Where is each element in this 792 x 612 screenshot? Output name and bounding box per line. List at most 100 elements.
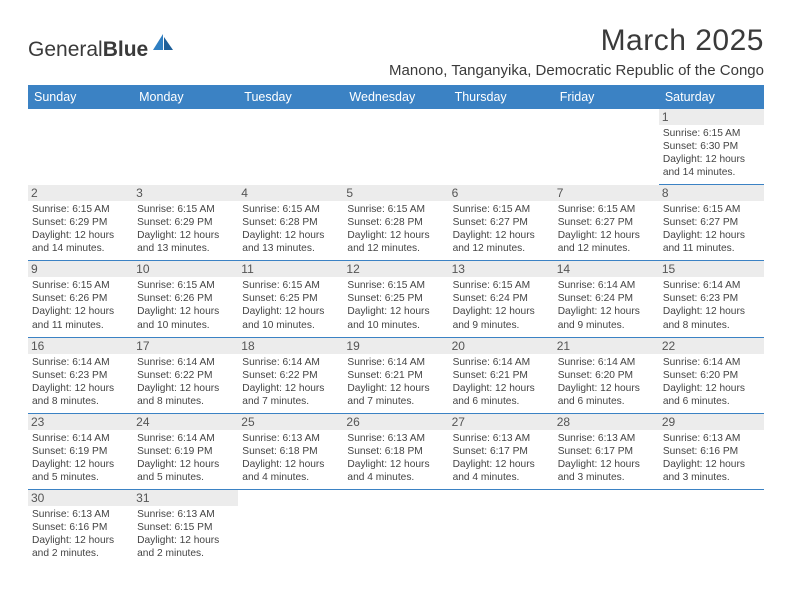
day-number: 8 <box>659 185 764 201</box>
calendar-day-cell: 22 Sunrise: 6:14 AMSunset: 6:20 PMDayligh… <box>659 337 764 413</box>
day-number: 22 <box>659 338 764 354</box>
sunrise-text: Sunrise: 6:15 AM <box>453 203 550 216</box>
daylight-text: Daylight: 12 hours and 8 minutes. <box>663 305 760 331</box>
calendar-day-cell: 3Sunrise: 6:15 AMSunset: 6:29 PMDaylight… <box>133 185 238 261</box>
calendar-day-cell: 8 Sunrise: 6:15 AMSunset: 6:27 PMDaylight… <box>659 185 764 261</box>
sunset-text: Sunset: 6:21 PM <box>347 369 444 382</box>
sunset-text: Sunset: 6:24 PM <box>453 292 550 305</box>
sunset-text: Sunset: 6:17 PM <box>558 445 655 458</box>
sunset-text: Sunset: 6:29 PM <box>137 216 234 229</box>
sail-icon <box>151 32 175 57</box>
day-header-row: SundayMondayTuesdayWednesdayThursdayFrid… <box>28 85 764 109</box>
sunrise-text: Sunrise: 6:14 AM <box>663 279 760 292</box>
calendar-week-row: 9Sunrise: 6:15 AMSunset: 6:26 PMDaylight… <box>28 261 764 337</box>
day-info: Sunrise: 6:14 AMSunset: 6:24 PMDaylight:… <box>558 279 655 331</box>
day-number: 26 <box>343 414 448 430</box>
sunset-text: Sunset: 6:17 PM <box>453 445 550 458</box>
day-info: Sunrise: 6:14 AMSunset: 6:23 PMDaylight:… <box>663 279 760 331</box>
day-number: 29 <box>659 414 764 430</box>
calendar-day-cell: 14Sunrise: 6:14 AMSunset: 6:24 PMDayligh… <box>554 261 659 337</box>
sunset-text: Sunset: 6:15 PM <box>137 521 234 534</box>
sunrise-text: Sunrise: 6:15 AM <box>558 203 655 216</box>
calendar-day-cell: 27Sunrise: 6:13 AMSunset: 6:17 PMDayligh… <box>449 413 554 489</box>
day-info: Sunrise: 6:13 AMSunset: 6:17 PMDaylight:… <box>453 432 550 484</box>
daylight-text: Daylight: 12 hours and 8 minutes. <box>137 382 234 408</box>
sunrise-text: Sunrise: 6:14 AM <box>347 356 444 369</box>
sunset-text: Sunset: 6:28 PM <box>242 216 339 229</box>
day-info: Sunrise: 6:15 AMSunset: 6:27 PMDaylight:… <box>558 203 655 255</box>
calendar-day-cell: 2Sunrise: 6:15 AMSunset: 6:29 PMDaylight… <box>28 185 133 261</box>
sunrise-text: Sunrise: 6:14 AM <box>453 356 550 369</box>
daylight-text: Daylight: 12 hours and 12 minutes. <box>558 229 655 255</box>
daylight-text: Daylight: 12 hours and 14 minutes. <box>32 229 129 255</box>
day-header: Wednesday <box>343 85 448 109</box>
day-number: 20 <box>449 338 554 354</box>
day-header: Saturday <box>659 85 764 109</box>
day-number: 12 <box>343 261 448 277</box>
day-info: Sunrise: 6:15 AMSunset: 6:28 PMDaylight:… <box>347 203 444 255</box>
sunset-text: Sunset: 6:26 PM <box>137 292 234 305</box>
calendar-day-cell <box>554 489 659 565</box>
calendar-day-cell <box>238 489 343 565</box>
calendar-day-cell: 29 Sunrise: 6:13 AMSunset: 6:16 PMDayligh… <box>659 413 764 489</box>
month-title: March 2025 <box>389 24 764 58</box>
sunrise-text: Sunrise: 6:15 AM <box>242 203 339 216</box>
day-number: 17 <box>133 338 238 354</box>
calendar-week-row: 2Sunrise: 6:15 AMSunset: 6:29 PMDaylight… <box>28 185 764 261</box>
calendar-week-row: 16Sunrise: 6:14 AMSunset: 6:23 PMDayligh… <box>28 337 764 413</box>
day-info: Sunrise: 6:14 AMSunset: 6:22 PMDaylight:… <box>137 356 234 408</box>
sunset-text: Sunset: 6:30 PM <box>663 140 760 153</box>
calendar-day-cell: 18Sunrise: 6:14 AMSunset: 6:22 PMDayligh… <box>238 337 343 413</box>
location-subtitle: Manono, Tanganyika, Democratic Republic … <box>389 62 764 79</box>
calendar-day-cell: 30Sunrise: 6:13 AMSunset: 6:16 PMDayligh… <box>28 489 133 565</box>
sunset-text: Sunset: 6:27 PM <box>663 216 760 229</box>
sunset-text: Sunset: 6:23 PM <box>32 369 129 382</box>
calendar-day-cell: 9Sunrise: 6:15 AMSunset: 6:26 PMDaylight… <box>28 261 133 337</box>
daylight-text: Daylight: 12 hours and 2 minutes. <box>32 534 129 560</box>
day-info: Sunrise: 6:13 AMSunset: 6:17 PMDaylight:… <box>558 432 655 484</box>
day-info: Sunrise: 6:14 AMSunset: 6:20 PMDaylight:… <box>558 356 655 408</box>
calendar-day-cell: 10Sunrise: 6:15 AMSunset: 6:26 PMDayligh… <box>133 261 238 337</box>
day-info: Sunrise: 6:13 AMSunset: 6:16 PMDaylight:… <box>663 432 760 484</box>
calendar-day-cell <box>133 109 238 185</box>
sunset-text: Sunset: 6:20 PM <box>663 369 760 382</box>
daylight-text: Daylight: 12 hours and 2 minutes. <box>137 534 234 560</box>
day-number: 6 <box>449 185 554 201</box>
calendar-day-cell <box>28 109 133 185</box>
daylight-text: Daylight: 12 hours and 3 minutes. <box>558 458 655 484</box>
day-number: 4 <box>238 185 343 201</box>
calendar-day-cell: 31Sunrise: 6:13 AMSunset: 6:15 PMDayligh… <box>133 489 238 565</box>
day-info: Sunrise: 6:15 AMSunset: 6:27 PMDaylight:… <box>663 203 760 255</box>
calendar-day-cell <box>343 489 448 565</box>
day-info: Sunrise: 6:14 AMSunset: 6:21 PMDaylight:… <box>347 356 444 408</box>
daylight-text: Daylight: 12 hours and 6 minutes. <box>663 382 760 408</box>
day-header: Tuesday <box>238 85 343 109</box>
sunrise-text: Sunrise: 6:14 AM <box>137 432 234 445</box>
brand-logo: GeneralBlue <box>28 32 175 67</box>
day-number: 3 <box>133 185 238 201</box>
day-info: Sunrise: 6:15 AMSunset: 6:26 PMDaylight:… <box>137 279 234 331</box>
daylight-text: Daylight: 12 hours and 5 minutes. <box>137 458 234 484</box>
daylight-text: Daylight: 12 hours and 13 minutes. <box>242 229 339 255</box>
sunrise-text: Sunrise: 6:13 AM <box>558 432 655 445</box>
sunrise-text: Sunrise: 6:13 AM <box>663 432 760 445</box>
calendar-week-row: 1Sunrise: 6:15 AMSunset: 6:30 PMDaylight… <box>28 109 764 185</box>
daylight-text: Daylight: 12 hours and 8 minutes. <box>32 382 129 408</box>
calendar-day-cell: 26Sunrise: 6:13 AMSunset: 6:18 PMDayligh… <box>343 413 448 489</box>
daylight-text: Daylight: 12 hours and 7 minutes. <box>347 382 444 408</box>
sunset-text: Sunset: 6:24 PM <box>558 292 655 305</box>
calendar-day-cell: 6Sunrise: 6:15 AMSunset: 6:27 PMDaylight… <box>449 185 554 261</box>
calendar-day-cell <box>659 489 764 565</box>
sunrise-text: Sunrise: 6:14 AM <box>137 356 234 369</box>
day-info: Sunrise: 6:14 AMSunset: 6:22 PMDaylight:… <box>242 356 339 408</box>
day-info: Sunrise: 6:13 AMSunset: 6:15 PMDaylight:… <box>137 508 234 560</box>
sunrise-text: Sunrise: 6:14 AM <box>32 432 129 445</box>
day-info: Sunrise: 6:14 AMSunset: 6:20 PMDaylight:… <box>663 356 760 408</box>
sunset-text: Sunset: 6:20 PM <box>558 369 655 382</box>
sunrise-text: Sunrise: 6:15 AM <box>137 203 234 216</box>
sunrise-text: Sunrise: 6:14 AM <box>242 356 339 369</box>
sunrise-text: Sunrise: 6:13 AM <box>32 508 129 521</box>
sunset-text: Sunset: 6:25 PM <box>242 292 339 305</box>
calendar-day-cell <box>343 109 448 185</box>
sunrise-text: Sunrise: 6:15 AM <box>32 279 129 292</box>
